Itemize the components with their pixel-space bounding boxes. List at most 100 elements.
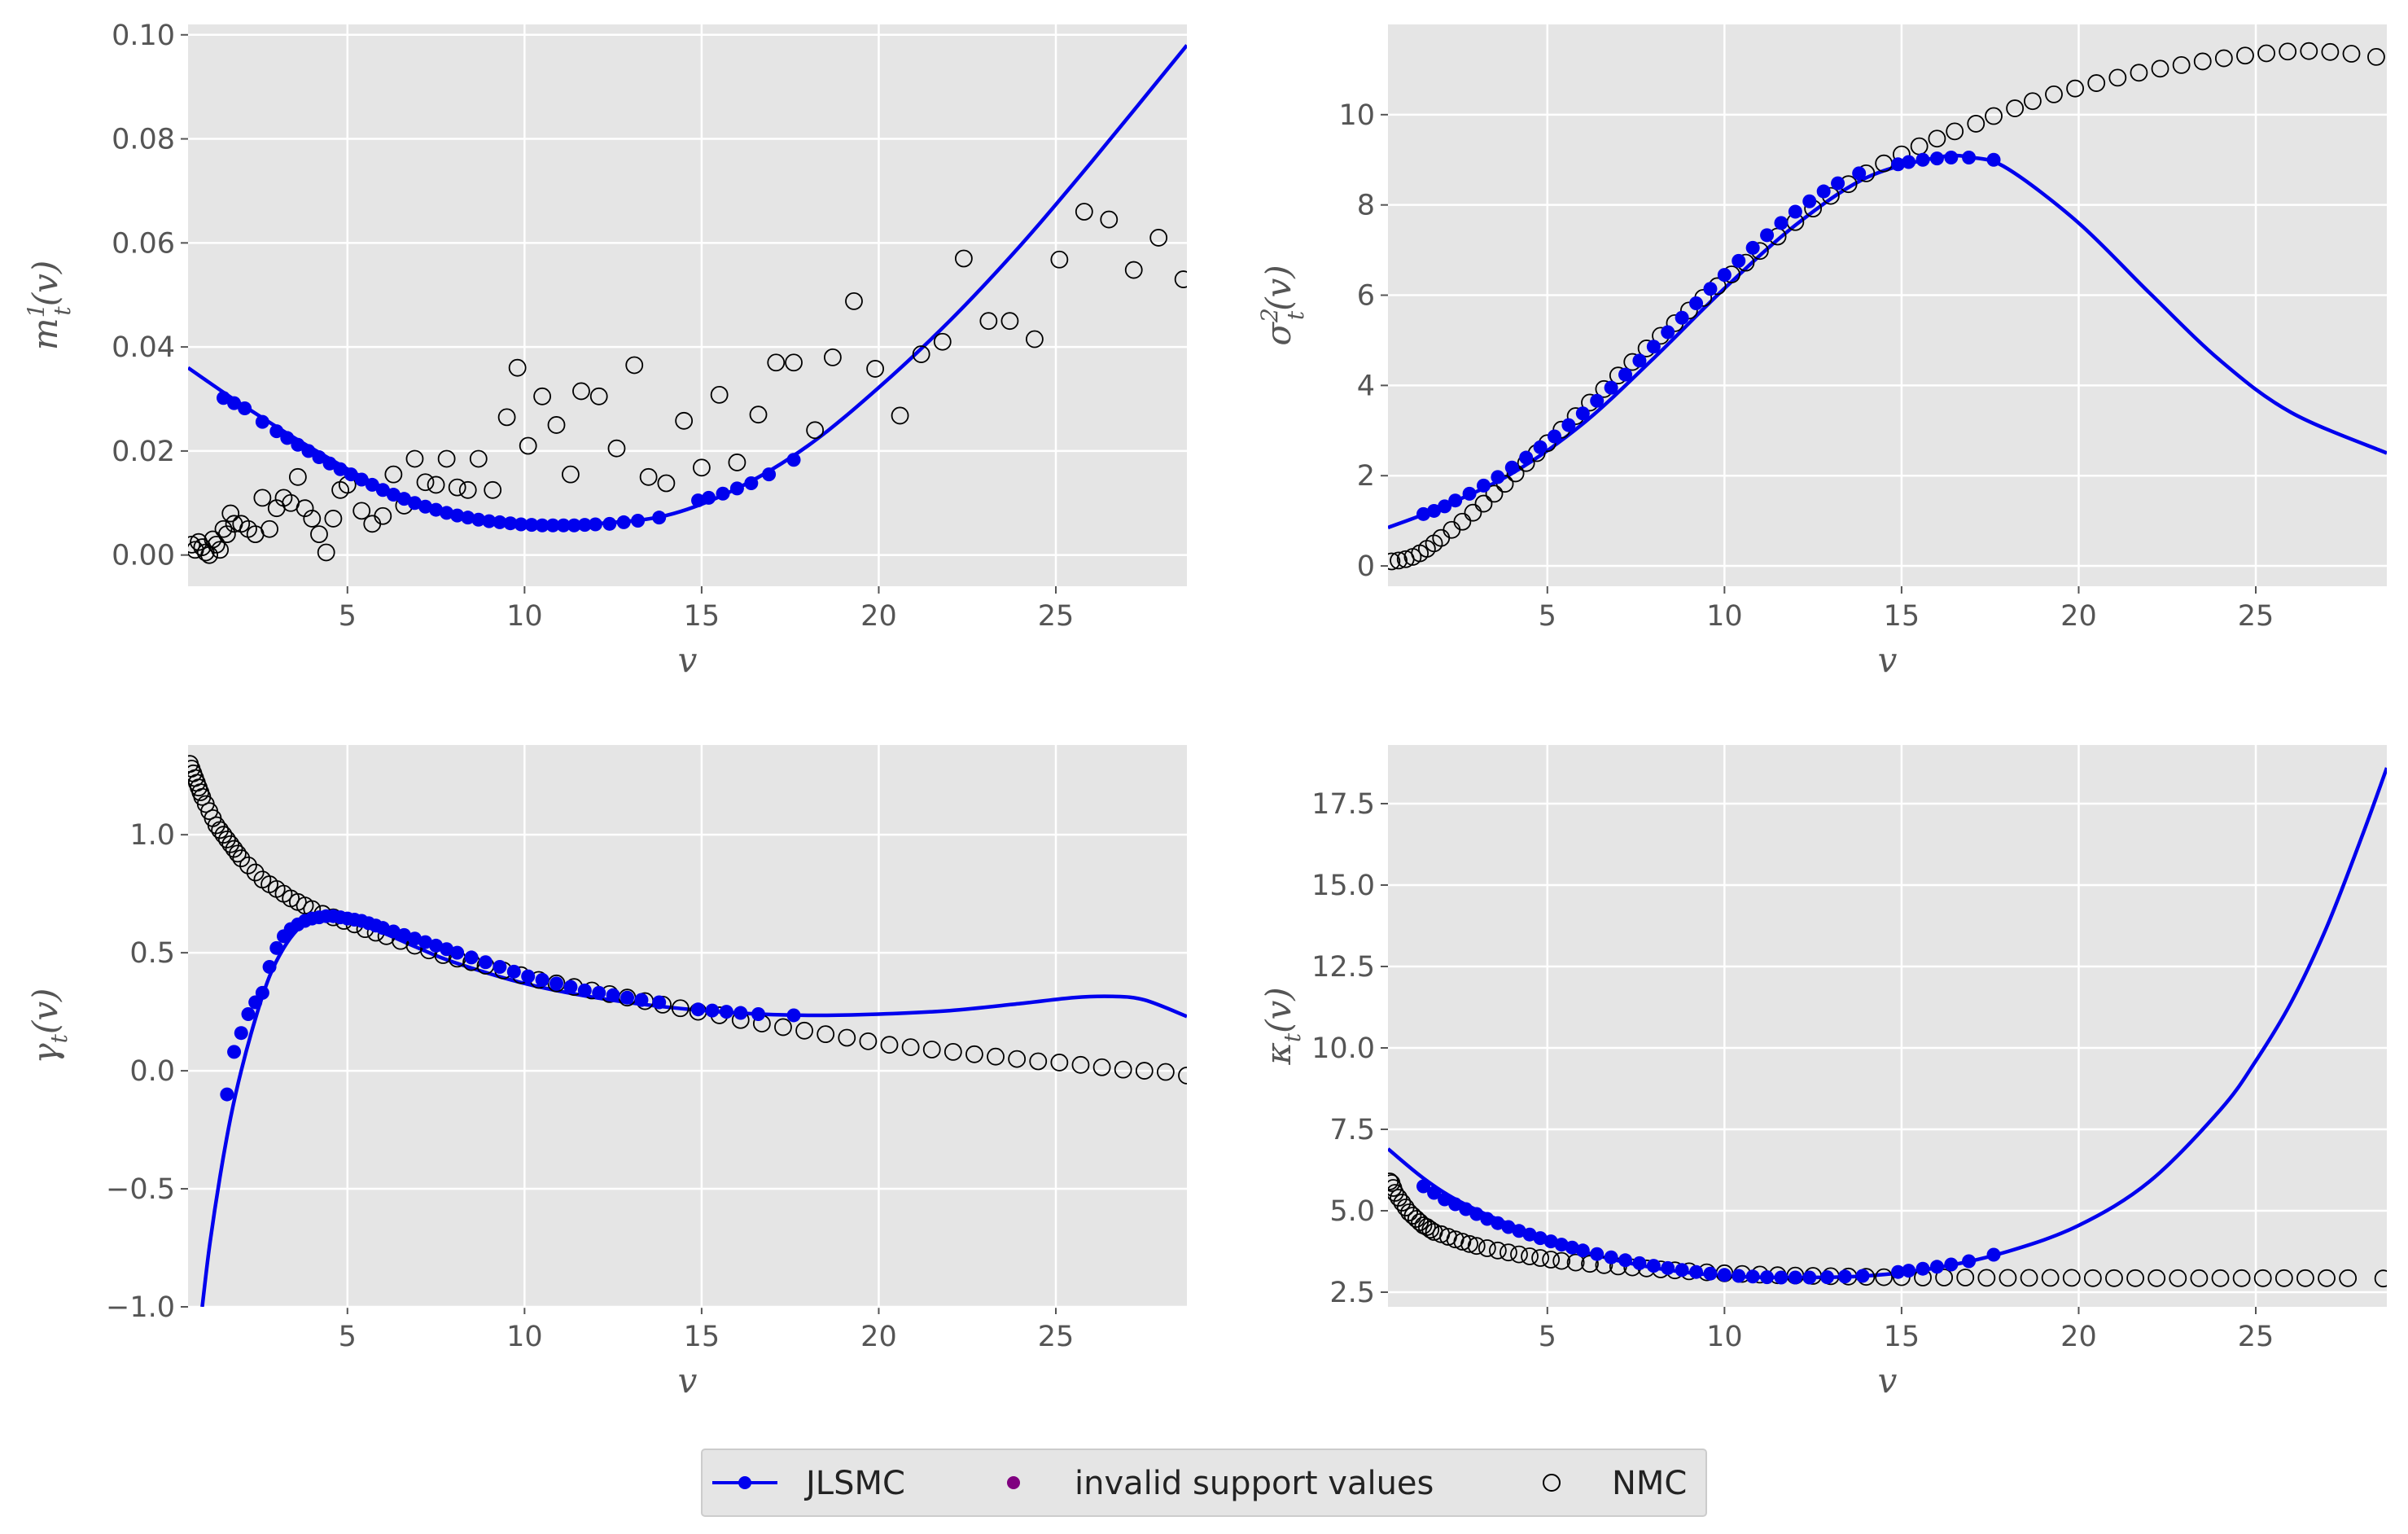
nmc-point bbox=[303, 510, 322, 528]
nmc-point bbox=[207, 535, 225, 554]
nmc-point bbox=[979, 312, 998, 331]
jlsmc-line bbox=[200, 914, 1187, 1307]
nmc-point bbox=[1071, 1055, 1090, 1074]
nmc-point bbox=[2130, 64, 2148, 82]
jlsmc-point bbox=[719, 1005, 733, 1019]
jlsmc-point bbox=[652, 995, 667, 1010]
nmc-point bbox=[2062, 1269, 2081, 1287]
nmc-point bbox=[416, 473, 435, 492]
nmc-point bbox=[547, 416, 566, 434]
panel-top-left: 5 10 15 20 25 0.00 0.02 0.04 0.06 0.08 0.10 v m1t(v) bbox=[23, 20, 1187, 680]
jlsmc-point bbox=[1891, 1264, 1906, 1279]
nmc-point bbox=[954, 249, 973, 268]
nmc-point bbox=[767, 353, 786, 372]
jlsmc-point bbox=[450, 945, 465, 960]
nmc-point bbox=[1174, 270, 1187, 288]
jlsmc-point bbox=[375, 483, 390, 497]
nmc-point bbox=[317, 543, 335, 562]
jlsmc-point bbox=[227, 1045, 242, 1059]
nmc-point bbox=[324, 510, 343, 528]
nmc-point bbox=[1453, 512, 1472, 531]
nmc-point bbox=[1679, 301, 1698, 320]
nmc-point bbox=[838, 1028, 856, 1047]
nmc-point bbox=[607, 439, 626, 458]
legend-jlsmc-marker bbox=[738, 1476, 751, 1489]
jlsmc-point bbox=[255, 985, 269, 1000]
y-tick-label: 15.0 bbox=[1311, 870, 1375, 902]
nmc-point bbox=[1542, 1251, 1561, 1269]
jlsmc-point bbox=[1501, 1220, 1516, 1234]
y-axis-label: γt(v) bbox=[25, 988, 72, 1064]
jlsmc-point bbox=[588, 517, 602, 532]
jlsmc-point bbox=[418, 935, 433, 949]
nmc-point bbox=[2318, 1269, 2336, 1287]
jlsmc-point bbox=[1855, 1269, 1870, 1283]
jlsmc-point bbox=[1533, 440, 1548, 454]
jlsmc-point bbox=[567, 518, 581, 533]
nmc-point bbox=[1124, 261, 1143, 279]
nmc-point bbox=[1935, 1269, 1954, 1286]
nmc-point bbox=[1388, 552, 1401, 571]
jlsmc-point bbox=[1902, 155, 1916, 169]
nmc-point bbox=[229, 844, 247, 863]
jlsmc-point bbox=[1646, 340, 1661, 354]
nmc-point bbox=[2041, 1269, 2060, 1287]
jlsmc-point bbox=[521, 969, 536, 984]
nmc-point bbox=[2169, 1269, 2187, 1287]
nmc-point bbox=[2300, 42, 2318, 60]
legend-jlsmc-label: JLSMC bbox=[803, 1465, 905, 1502]
y-tick-label: 0.5 bbox=[129, 937, 175, 970]
nmc-point bbox=[1464, 503, 1482, 522]
nmc-point bbox=[671, 999, 690, 1018]
nmc-point bbox=[2190, 1269, 2209, 1287]
jlsmc-point bbox=[1604, 1250, 1618, 1264]
nmc-point bbox=[2321, 42, 2340, 61]
y-axis-label: m1t(v) bbox=[23, 261, 76, 350]
jlsmc-point bbox=[549, 976, 564, 991]
jlsmc-point bbox=[471, 512, 486, 527]
nmc-point bbox=[2147, 1269, 2166, 1287]
nmc-point bbox=[217, 831, 236, 848]
jlsmc-point bbox=[478, 955, 493, 970]
nmc-point bbox=[1552, 1251, 1571, 1270]
legend: JLSMC invalid support values NMC bbox=[701, 1449, 1707, 1517]
jlsmc-point bbox=[786, 453, 801, 467]
jlsmc-point bbox=[1944, 1257, 1959, 1272]
nmc-point bbox=[1050, 1054, 1069, 1072]
jlsmc-point bbox=[506, 964, 521, 979]
jlsmc-point bbox=[1504, 460, 1519, 475]
jlsmc-point bbox=[1689, 1264, 1704, 1279]
jlsmc-point bbox=[1548, 429, 1561, 444]
y-tick-label: 7.5 bbox=[1329, 1114, 1375, 1146]
x-axis-label: v bbox=[678, 1361, 698, 1400]
plot-background bbox=[1388, 745, 2387, 1307]
nmc-point bbox=[1388, 1184, 1404, 1202]
nmc-point bbox=[859, 1032, 878, 1050]
jlsmc-point bbox=[1760, 228, 1775, 243]
nmc-point bbox=[1946, 122, 1964, 141]
jlsmc-point bbox=[1831, 176, 1845, 191]
jlsmc-point bbox=[620, 990, 635, 1005]
jlsmc-point bbox=[1459, 1202, 1473, 1216]
jlsmc-point bbox=[652, 511, 667, 525]
series-group bbox=[1388, 42, 2387, 571]
panel-top-right: 5 10 15 20 25 0 2 4 6 8 10 v σ2t(v) bbox=[1256, 24, 2387, 680]
nmc-point bbox=[2045, 85, 2063, 103]
nmc-point bbox=[2108, 68, 2127, 87]
jlsmc-point bbox=[631, 514, 646, 528]
y-tick-label: 0.02 bbox=[112, 436, 175, 468]
jlsmc-point bbox=[291, 437, 305, 452]
nmc-point bbox=[639, 467, 658, 486]
nmc-point bbox=[469, 449, 488, 468]
nmc-point bbox=[1026, 330, 1044, 348]
nmc-point bbox=[2126, 1269, 2144, 1287]
jlsmc-point bbox=[1480, 1212, 1495, 1226]
nmc-point bbox=[1478, 1239, 1496, 1257]
jlsmc-point bbox=[1986, 1247, 2001, 1262]
nmc-point bbox=[2023, 92, 2042, 111]
jlsmc-point bbox=[407, 496, 422, 511]
jlsmc-point bbox=[702, 490, 716, 505]
jlsmc-point bbox=[365, 477, 379, 492]
jlsmc-point bbox=[691, 493, 706, 508]
